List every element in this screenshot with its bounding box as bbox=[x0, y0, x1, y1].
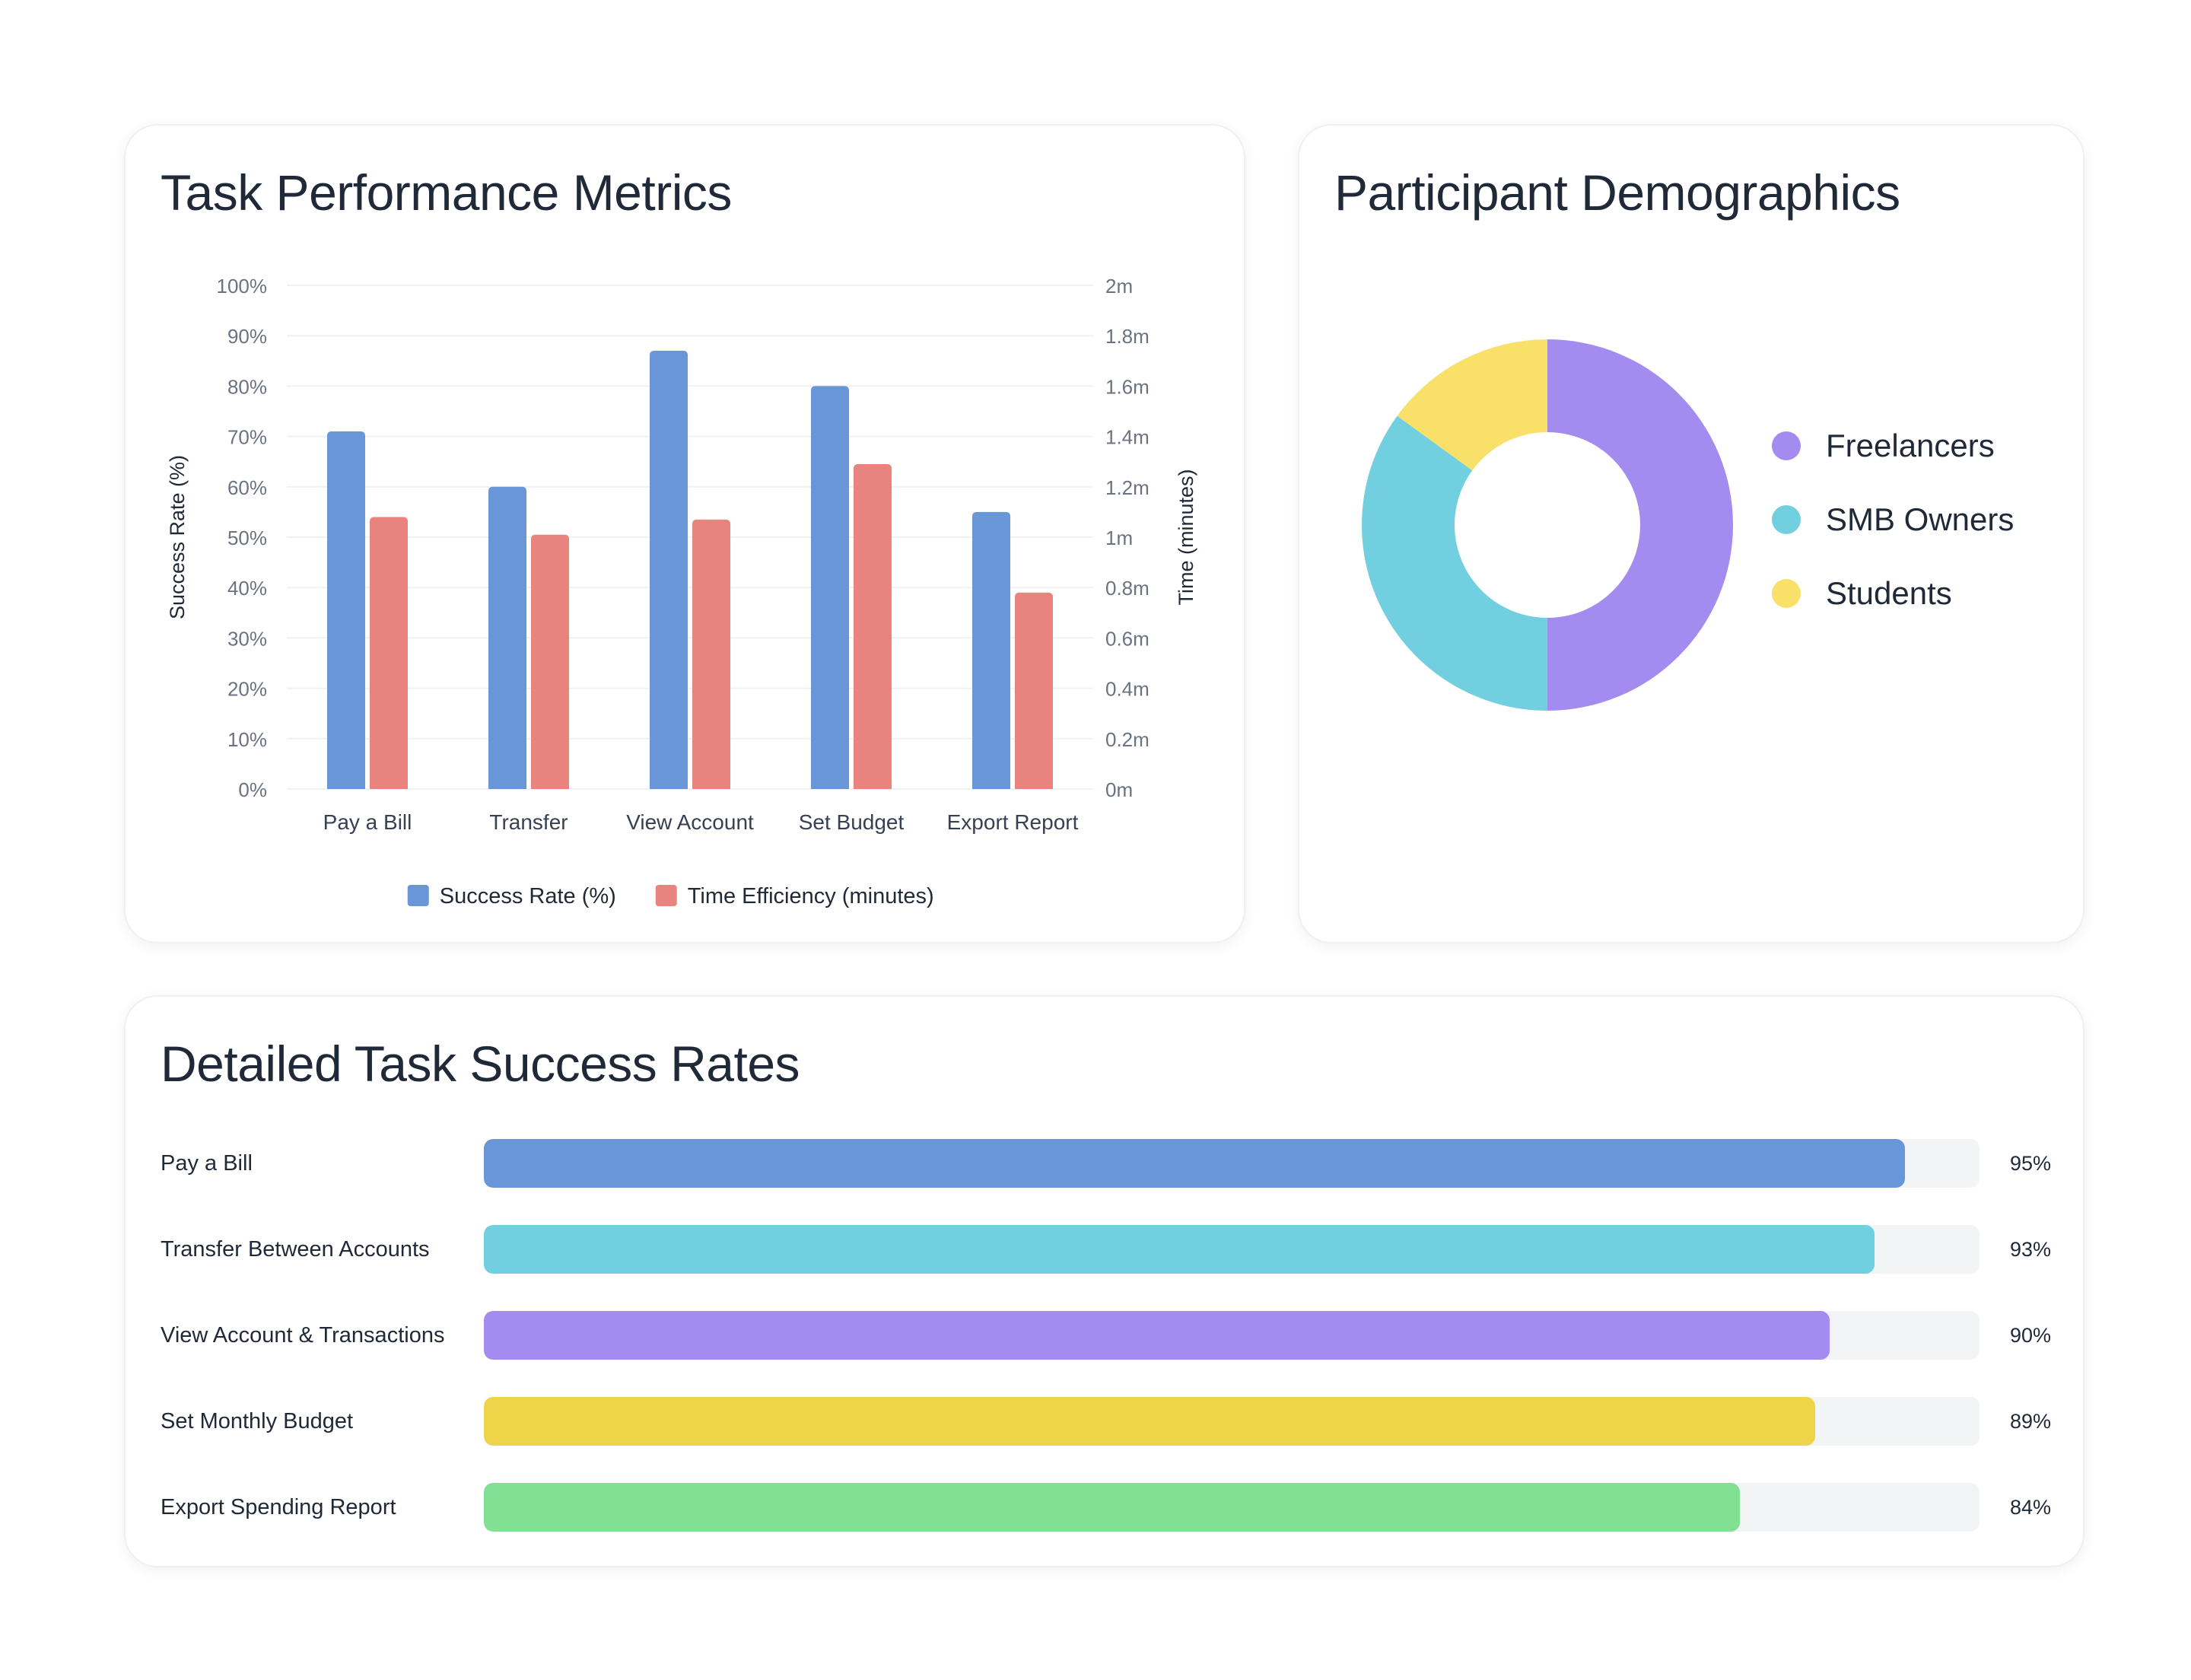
task-progress-track bbox=[484, 1139, 1980, 1188]
y2-tick-label: 2m bbox=[1105, 275, 1133, 298]
task-progress-fill bbox=[484, 1311, 1830, 1360]
detailed-task-success-card: Detailed Task Success Rates Pay a Bill 95… bbox=[124, 995, 2084, 1567]
task-progress-fill bbox=[484, 1397, 1815, 1446]
task-value: 89% bbox=[2009, 1410, 2051, 1433]
task-performance-card: Task Performance Metrics 0% 10% 20% 30% 40% 5… bbox=[124, 124, 1245, 943]
legend-label: SMB Owners bbox=[1826, 501, 2014, 537]
y2-tick-label: 0m bbox=[1105, 778, 1133, 801]
donut-slice bbox=[1547, 339, 1733, 711]
y-tick-label: 0% bbox=[238, 778, 267, 801]
y-tick-label: 30% bbox=[227, 627, 267, 650]
y-tick-label: 80% bbox=[227, 375, 267, 398]
task-label: Export Spending Report bbox=[161, 1495, 396, 1519]
bar-time-efficiency bbox=[692, 519, 730, 789]
y2-tick-label: 1.6m bbox=[1105, 375, 1150, 398]
participant-demographics-chart: Freelancers SMB Owners Students bbox=[1361, 339, 2014, 711]
legend-dot bbox=[1772, 505, 1801, 534]
y-tick-label: 20% bbox=[227, 678, 267, 701]
legend-dot bbox=[1772, 431, 1801, 460]
task-row: Pay a Bill 95% bbox=[161, 1139, 2051, 1188]
task-row: Export Spending Report 84% bbox=[161, 1483, 2051, 1532]
x-tick-label: View Account bbox=[626, 810, 754, 834]
task-performance-title: Task Performance Metrics bbox=[161, 164, 732, 221]
y2-tick-label: 0.8m bbox=[1105, 577, 1150, 600]
legend-label: Freelancers bbox=[1826, 428, 1995, 463]
bar-success-rate bbox=[811, 386, 849, 789]
bar-time-efficiency bbox=[1015, 592, 1053, 789]
y-tick-label: 100% bbox=[217, 275, 268, 298]
task-progress-fill bbox=[484, 1139, 1905, 1188]
bar-time-efficiency bbox=[854, 464, 892, 789]
task-performance-chart: 0% 10% 20% 30% 40% 50% 60% 70% 80% 90% 100% 0m 0.2m 0… bbox=[166, 275, 1197, 908]
task-value: 84% bbox=[2009, 1496, 2051, 1519]
task-progress-fill bbox=[484, 1225, 1875, 1274]
x-tick-label: Transfer bbox=[489, 810, 568, 834]
legend-swatch bbox=[655, 885, 677, 906]
y2-axis-title: Time (minutes) bbox=[1175, 469, 1197, 605]
task-label: Set Monthly Budget bbox=[161, 1409, 354, 1433]
y-tick-label: 60% bbox=[227, 476, 267, 499]
legend-label: Success Rate (%) bbox=[440, 884, 616, 908]
x-tick-label: Export Report bbox=[947, 810, 1079, 834]
task-row: View Account & Transactions 90% bbox=[161, 1311, 2051, 1360]
bar-time-efficiency bbox=[370, 517, 408, 789]
y-tick-label: 70% bbox=[227, 426, 267, 449]
donut-slice bbox=[1361, 415, 1547, 711]
task-progress-fill bbox=[484, 1483, 1741, 1532]
bar-success-rate bbox=[327, 431, 365, 789]
task-progress-track bbox=[484, 1397, 1980, 1446]
task-value: 90% bbox=[2009, 1324, 2051, 1347]
donut-slice bbox=[1397, 339, 1547, 471]
task-label: View Account & Transactions bbox=[161, 1323, 445, 1348]
bar-time-efficiency bbox=[531, 534, 569, 789]
task-label: Pay a Bill bbox=[161, 1151, 253, 1176]
legend-label: Students bbox=[1826, 575, 1952, 611]
y-tick-label: 40% bbox=[227, 577, 267, 600]
x-tick-label: Pay a Bill bbox=[323, 810, 412, 834]
task-row: Transfer Between Accounts 93% bbox=[161, 1225, 2051, 1274]
bar-success-rate bbox=[488, 486, 526, 789]
task-row: Set Monthly Budget 89% bbox=[161, 1397, 2051, 1446]
y-tick-label: 50% bbox=[227, 527, 267, 549]
y2-tick-label: 1m bbox=[1105, 527, 1133, 549]
legend-swatch bbox=[407, 885, 429, 906]
y2-tick-label: 1.4m bbox=[1105, 426, 1150, 449]
participant-demographics-title: Participant Demographics bbox=[1334, 164, 1900, 221]
bar-success-rate bbox=[650, 351, 688, 789]
y-tick-label: 90% bbox=[227, 325, 267, 348]
task-label: Transfer Between Accounts bbox=[161, 1237, 430, 1262]
task-progress-track bbox=[484, 1225, 1980, 1274]
task-value: 93% bbox=[2009, 1238, 2051, 1261]
y-axis-title: Success Rate (%) bbox=[166, 455, 189, 619]
y2-tick-label: 0.6m bbox=[1105, 627, 1150, 650]
detailed-task-success-title: Detailed Task Success Rates bbox=[161, 1036, 800, 1092]
y2-tick-label: 1.8m bbox=[1105, 325, 1150, 348]
participant-demographics-card: Participant Demographics Freelancers SMB … bbox=[1298, 124, 2084, 943]
legend-label: Time Efficiency (minutes) bbox=[688, 884, 934, 908]
bar-success-rate bbox=[972, 511, 1010, 789]
y-tick-label: 10% bbox=[227, 728, 267, 751]
y2-tick-label: 1.2m bbox=[1105, 476, 1150, 499]
x-tick-label: Set Budget bbox=[799, 810, 905, 834]
y2-tick-label: 0.2m bbox=[1105, 728, 1150, 751]
task-progress-track bbox=[484, 1311, 1980, 1360]
legend-dot bbox=[1772, 579, 1801, 608]
y2-tick-label: 0.4m bbox=[1105, 678, 1150, 701]
task-progress-track bbox=[484, 1483, 1980, 1532]
task-value: 95% bbox=[2009, 1152, 2051, 1175]
